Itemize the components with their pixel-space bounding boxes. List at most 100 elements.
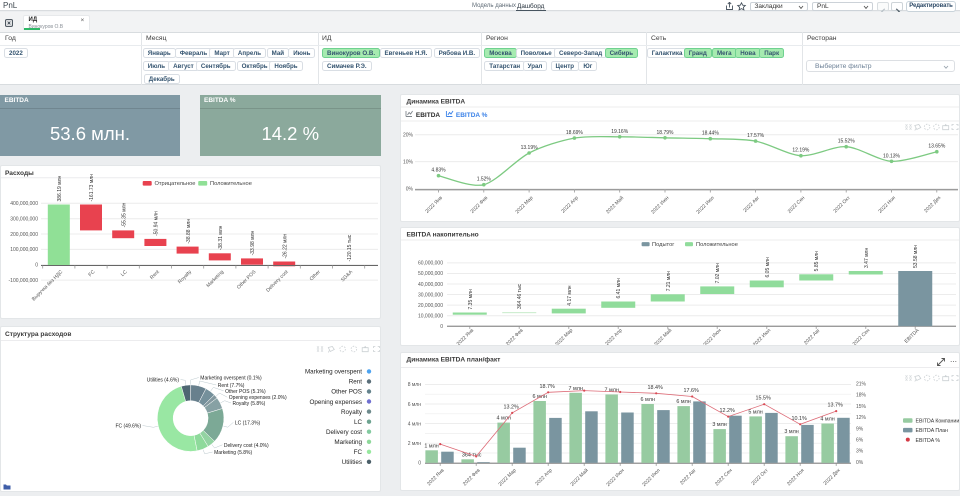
svg-text:5 млн: 5 млн bbox=[748, 409, 762, 415]
svg-text:0%: 0% bbox=[406, 187, 414, 193]
svg-text:Динамика EBITDA план/факт: Динамика EBITDA план/факт bbox=[407, 357, 502, 364]
svg-text:2022 Сен: 2022 Сен bbox=[852, 328, 872, 345]
svg-text:2022 Июн: 2022 Июн bbox=[702, 328, 722, 345]
svg-text:13.19%: 13.19% bbox=[521, 145, 539, 151]
svg-text:Положительное: Положительное bbox=[696, 242, 738, 248]
svg-text:4 млн: 4 млн bbox=[408, 421, 422, 427]
svg-text:300,000,000: 300,000,000 bbox=[10, 217, 38, 223]
svg-text:20%: 20% bbox=[403, 133, 414, 139]
svg-text:Utilities: Utilities bbox=[342, 459, 362, 466]
svg-text:6 млн: 6 млн bbox=[408, 402, 422, 408]
svg-text:60,000,000: 60,000,000 bbox=[418, 261, 443, 267]
svg-text:4.83%: 4.83% bbox=[431, 168, 446, 174]
svg-text:SG&A: SG&A bbox=[340, 269, 355, 284]
svg-text:4 млн: 4 млн bbox=[820, 417, 834, 423]
svg-text:2022 Сен: 2022 Сен bbox=[787, 195, 807, 215]
svg-text:Delivery cost: Delivery cost bbox=[326, 428, 362, 435]
svg-text:EBITDA План: EBITDA План bbox=[916, 428, 949, 434]
svg-text:2022 Янв: 2022 Янв bbox=[424, 195, 444, 215]
svg-text:2022 Сен: 2022 Сен bbox=[714, 468, 734, 488]
svg-text:Other POS (5.1%): Other POS (5.1%) bbox=[225, 388, 266, 394]
svg-text:Положительное: Положительное bbox=[210, 181, 252, 187]
svg-text:100,000,000: 100,000,000 bbox=[10, 247, 38, 253]
svg-text:2022 Фев: 2022 Фев bbox=[470, 195, 490, 215]
svg-text:Отрицательное: Отрицательное bbox=[155, 181, 196, 187]
svg-text:13.7%: 13.7% bbox=[828, 403, 843, 409]
svg-text:0%: 0% bbox=[856, 460, 864, 466]
svg-text:2022 Авг: 2022 Авг bbox=[742, 195, 761, 214]
svg-text:2 млн: 2 млн bbox=[408, 441, 422, 447]
svg-text:7.21 млн: 7.21 млн bbox=[666, 271, 672, 291]
svg-text:EBITDA Компании: EBITDA Компании bbox=[916, 419, 960, 425]
svg-text:2022 Апр: 2022 Апр bbox=[604, 328, 623, 345]
svg-text:18.79%: 18.79% bbox=[657, 130, 675, 136]
svg-text:2022 Май: 2022 Май bbox=[604, 194, 625, 215]
svg-text:2022 Янв: 2022 Янв bbox=[456, 327, 476, 345]
svg-text:Rent (7.7%): Rent (7.7%) bbox=[218, 383, 245, 389]
svg-text:0: 0 bbox=[440, 324, 443, 330]
svg-text:12%: 12% bbox=[856, 415, 867, 421]
svg-text:2022 Июл: 2022 Июл bbox=[695, 195, 715, 215]
svg-text:Структура расходов: Структура расходов bbox=[5, 330, 71, 337]
svg-text:2022 Апр: 2022 Апр bbox=[534, 468, 553, 487]
svg-text:13.65%: 13.65% bbox=[928, 144, 946, 150]
svg-text:2022 Май: 2022 Май bbox=[569, 467, 590, 488]
svg-text:2022 Фев: 2022 Фев bbox=[462, 467, 482, 487]
svg-text:9%: 9% bbox=[856, 426, 864, 432]
svg-text:Marketing: Marketing bbox=[334, 439, 362, 446]
svg-text:⋯: ⋯ bbox=[950, 359, 957, 366]
svg-text:0: 0 bbox=[418, 461, 421, 467]
svg-text:10,000,000: 10,000,000 bbox=[418, 314, 443, 320]
svg-text:40,000,000: 40,000,000 bbox=[418, 282, 443, 288]
svg-text:-161.73 млн: -161.73 млн bbox=[89, 174, 95, 202]
svg-text:10.1%: 10.1% bbox=[792, 416, 807, 422]
svg-text:12.19%: 12.19% bbox=[792, 148, 810, 154]
svg-text:3%: 3% bbox=[856, 449, 864, 455]
svg-text:FC (49.6%): FC (49.6%) bbox=[115, 423, 141, 429]
svg-text:15.5%: 15.5% bbox=[756, 396, 771, 402]
svg-text:7 млн: 7 млн bbox=[569, 386, 583, 392]
svg-text:1 млн: 1 млн bbox=[424, 443, 438, 449]
svg-text:Royalty: Royalty bbox=[177, 269, 193, 285]
svg-text:Other POS: Other POS bbox=[331, 388, 362, 395]
svg-text:10.13%: 10.13% bbox=[883, 153, 901, 159]
svg-text:LC (17.3%): LC (17.3%) bbox=[235, 420, 261, 426]
svg-text:Opening expenses (2.0%): Opening expenses (2.0%) bbox=[229, 395, 287, 401]
svg-text:2022 Июн: 2022 Июн bbox=[605, 468, 625, 488]
svg-text:Opening expenses: Opening expenses bbox=[309, 398, 362, 405]
svg-text:18.69%: 18.69% bbox=[566, 130, 584, 136]
svg-text:3 млн: 3 млн bbox=[712, 422, 726, 428]
svg-text:2022 Май: 2022 Май bbox=[652, 327, 673, 345]
svg-text:3 млн: 3 млн bbox=[784, 429, 798, 435]
svg-text:6%: 6% bbox=[856, 438, 864, 444]
svg-text:3.47 млн: 3.47 млн bbox=[864, 248, 870, 268]
svg-text:-120.15 тыс: -120.15 тыс bbox=[347, 234, 353, 261]
svg-text:-38.31 млн: -38.31 млн bbox=[218, 225, 224, 250]
svg-text:Расходы: Расходы bbox=[5, 170, 34, 177]
svg-text:EBITDA: EBITDA bbox=[416, 112, 441, 119]
svg-text:7.35 млн: 7.35 млн bbox=[468, 289, 474, 309]
svg-text:18.7%: 18.7% bbox=[540, 384, 555, 390]
svg-text:0: 0 bbox=[35, 263, 38, 269]
svg-text:EBITDA %: EBITDA % bbox=[916, 438, 941, 444]
svg-text:18.44%: 18.44% bbox=[702, 131, 720, 137]
svg-text:2022 Окт: 2022 Окт bbox=[751, 467, 771, 487]
svg-text:50,000,000: 50,000,000 bbox=[418, 271, 443, 277]
svg-text:FC: FC bbox=[354, 449, 363, 456]
svg-text:13.2%: 13.2% bbox=[504, 404, 519, 410]
svg-text:-26.22 млн: -26.22 млн bbox=[282, 234, 288, 259]
svg-text:2022 Июл: 2022 Июл bbox=[752, 328, 772, 345]
svg-text:EBITDA %: EBITDA % bbox=[456, 112, 488, 119]
svg-text:7.02 млн: 7.02 млн bbox=[715, 263, 721, 283]
svg-text:2022 Авг: 2022 Авг bbox=[803, 328, 822, 345]
svg-text:FC: FC bbox=[87, 269, 96, 278]
svg-text:7 млн: 7 млн bbox=[605, 388, 619, 394]
svg-text:6.05 млн: 6.05 млн bbox=[765, 257, 771, 277]
svg-text:2022 Мар: 2022 Мар bbox=[515, 195, 535, 215]
svg-text:4.17 млн: 4.17 млн bbox=[567, 285, 573, 305]
svg-text:6.41 млн: 6.41 млн bbox=[616, 278, 622, 298]
svg-text:Utilities (4.6%): Utilities (4.6%) bbox=[147, 377, 180, 383]
svg-text:LC: LC bbox=[120, 269, 129, 278]
svg-text:21%: 21% bbox=[856, 382, 867, 388]
svg-text:15%: 15% bbox=[856, 404, 867, 410]
